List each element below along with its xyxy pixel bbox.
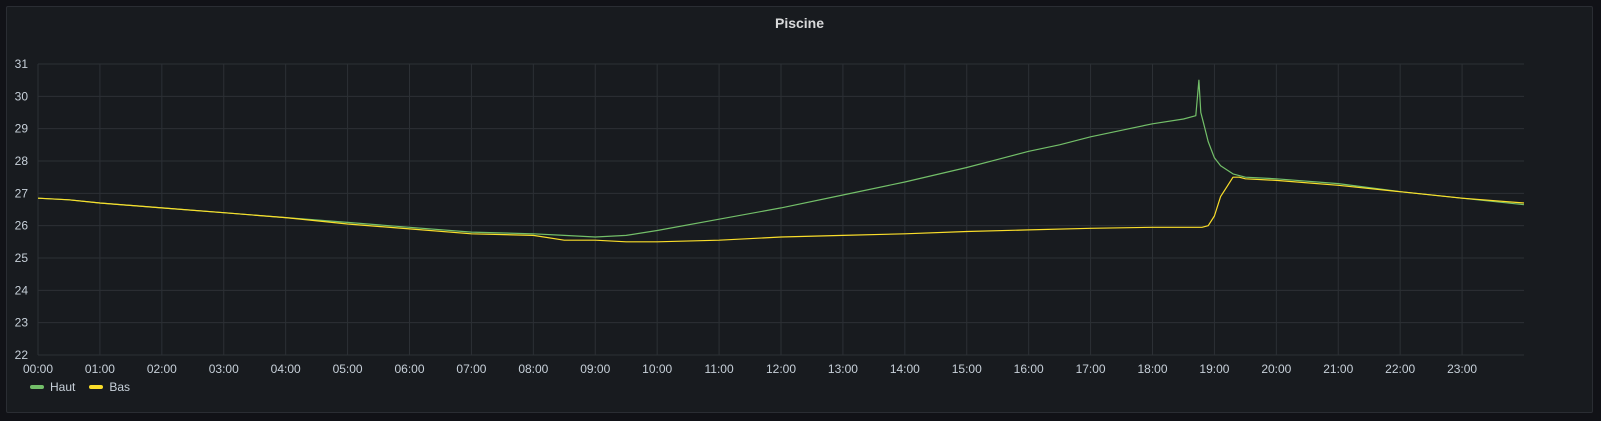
x-tick-label: 16:00 [1014, 362, 1044, 376]
y-tick-label: 22 [15, 348, 29, 362]
y-tick-label: 24 [15, 283, 29, 297]
x-tick-label: 11:00 [705, 362, 734, 376]
x-tick-label: 10:00 [642, 362, 672, 376]
x-tick-label: 00:00 [23, 362, 53, 376]
legend-swatch [30, 385, 44, 389]
legend-label: Haut [50, 380, 76, 394]
legend-label: Bas [109, 380, 131, 394]
y-tick-label: 26 [15, 219, 29, 233]
series-line-haut [37, 79, 1525, 238]
x-tick-label: 13:00 [828, 362, 858, 376]
x-tick-label: 09:00 [580, 362, 610, 376]
legend-swatch [89, 385, 104, 389]
panel-title: Piscine [774, 15, 825, 31]
x-tick-label: 01:00 [85, 362, 115, 376]
chart-panel: Piscine [6, 6, 1593, 413]
legend: Haut Bas [30, 380, 130, 394]
x-tick-label: 21:00 [1323, 362, 1353, 376]
x-tick-label: 22:00 [1385, 362, 1415, 376]
y-tick-label: 30 [15, 89, 29, 103]
x-tick-label: 03:00 [209, 362, 239, 376]
x-tick-label: 05:00 [333, 362, 363, 376]
x-tick-label: 06:00 [394, 362, 424, 376]
x-tick-label: 20:00 [1261, 362, 1291, 376]
series-line-bas [37, 176, 1525, 243]
x-tick-label: 15:00 [952, 362, 982, 376]
x-tick-label: 08:00 [518, 362, 548, 376]
x-tick-label: 02:00 [147, 362, 177, 376]
y-tick-label: 28 [15, 154, 29, 168]
y-tick-label: 31 [15, 57, 29, 71]
x-tick-label: 18:00 [1137, 362, 1167, 376]
x-tick-label: 14:00 [890, 362, 920, 376]
y-tick-label: 27 [15, 186, 29, 200]
y-tick-label: 25 [15, 251, 29, 265]
x-tick-label: 07:00 [456, 362, 486, 376]
y-tick-label: 29 [15, 122, 29, 136]
legend-item[interactable]: Bas [89, 380, 130, 394]
x-tick-label: 19:00 [1199, 362, 1229, 376]
x-tick-label: 04:00 [271, 362, 301, 376]
x-tick-label: 12:00 [766, 362, 796, 376]
y-tick-label: 23 [15, 316, 29, 330]
x-tick-label: 23:00 [1447, 362, 1477, 376]
x-tick-label: 17:00 [1076, 362, 1106, 376]
legend-item[interactable]: Haut [30, 380, 75, 394]
